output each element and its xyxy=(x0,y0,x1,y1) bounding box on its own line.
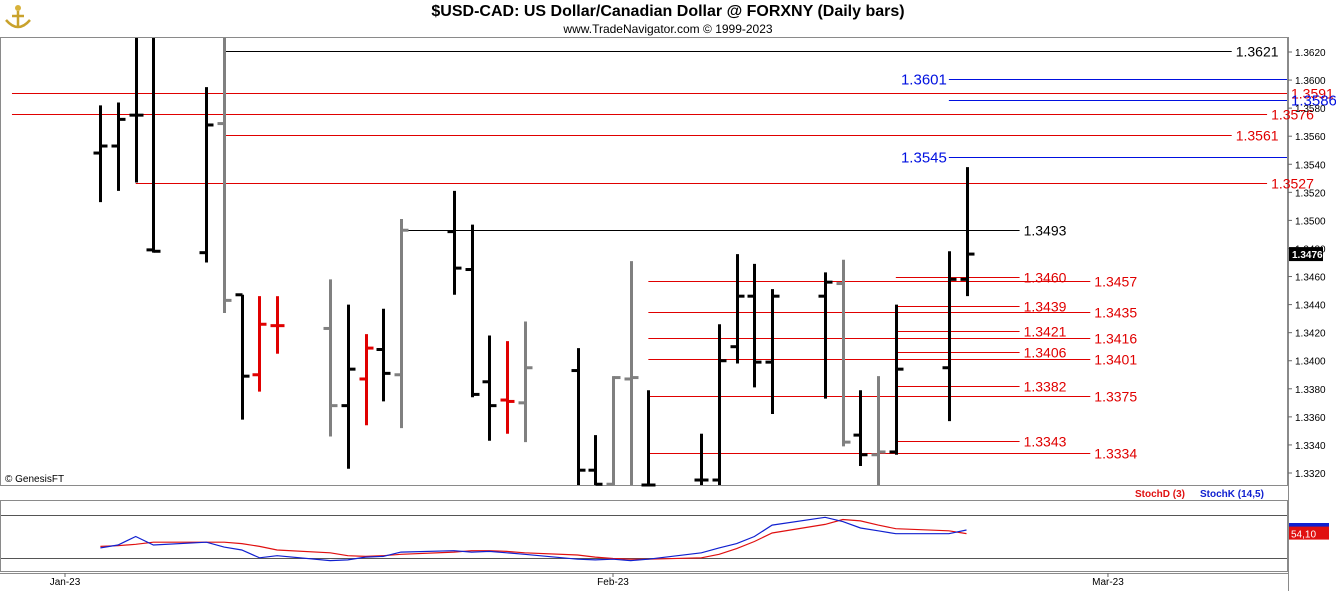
level-label: 1.3545 xyxy=(901,150,947,167)
price-panel-frame xyxy=(0,37,1288,486)
level-label: 1.3416 xyxy=(1094,331,1137,347)
y-tick-label: 1.3460 xyxy=(1295,273,1326,284)
legend-stochk: StochK (14,5) xyxy=(1200,489,1264,500)
y-tick-label: 1.3560 xyxy=(1295,132,1326,143)
y-tick-label: 1.3500 xyxy=(1295,216,1326,227)
level-label: 1.3439 xyxy=(1024,299,1067,315)
stochastic-panel: 59,1654,10 xyxy=(1,515,1329,562)
level-label: 1.3601 xyxy=(901,72,947,89)
y-tick-label: 1.3520 xyxy=(1295,188,1326,199)
level-label: 1.3421 xyxy=(1024,324,1067,340)
level-label: 1.3493 xyxy=(1024,223,1067,239)
y-tick-label: 1.3420 xyxy=(1295,329,1326,340)
indicator-panel-frame xyxy=(0,500,1288,572)
level-label: 1.3375 xyxy=(1094,389,1137,405)
level-label: 1.3460 xyxy=(1024,270,1067,286)
x-tick-label: Feb-23 xyxy=(597,577,629,588)
last-price-marker xyxy=(1289,247,1323,262)
date-axis: Jan-23 Feb-23 Mar-23 xyxy=(50,573,1124,588)
x-tick-label: Mar-23 xyxy=(1092,577,1124,588)
level-label: 1.3334 xyxy=(1094,446,1137,462)
legend-stochd: StochD (3) xyxy=(1135,489,1185,500)
y-tick-label: 1.3620 xyxy=(1295,48,1326,59)
stoch-value-label: 54,10 xyxy=(1291,530,1316,541)
chart-subtitle: www.TradeNavigator.com © 1999-2023 xyxy=(563,22,773,36)
level-label: 1.3621 xyxy=(1236,44,1279,60)
y-tick-label: 1.3600 xyxy=(1295,76,1326,87)
y-tick-label: 1.3440 xyxy=(1295,301,1326,312)
stoch-line xyxy=(100,516,967,562)
level-label: 1.3382 xyxy=(1024,379,1067,395)
level-label: 1.3343 xyxy=(1024,434,1067,450)
price-bars xyxy=(93,38,975,487)
y-tick-label: 1.3360 xyxy=(1295,413,1326,424)
y-tick-label: 1.3380 xyxy=(1295,385,1326,396)
level-label: 1.3591 xyxy=(1291,86,1334,102)
x-tick-label: Jan-23 xyxy=(50,577,81,588)
level-label: 1.3576 xyxy=(1271,107,1314,123)
stoch-value-marker xyxy=(1289,526,1329,540)
level-label: 1.3401 xyxy=(1094,352,1137,368)
level-label: 1.3457 xyxy=(1094,274,1137,290)
stoch-line xyxy=(100,518,967,560)
last-price-label: 1.3476 xyxy=(1292,250,1323,261)
y-tick-label: 1.3540 xyxy=(1295,160,1326,171)
price-axis: 1.3320 1.3340 1.3360 1.3380 1.3400 1.3420 1.34… xyxy=(1288,48,1326,480)
data-credit: © GenesisFT xyxy=(5,474,65,485)
y-tick-label: 1.3320 xyxy=(1295,469,1326,480)
level-label: 1.3435 xyxy=(1094,305,1137,321)
y-tick-label: 1.3580 xyxy=(1295,104,1326,115)
level-label: 1.3561 xyxy=(1236,128,1279,144)
chart-title: $USD-CAD: US Dollar/Canadian Dollar @ FO… xyxy=(431,3,905,20)
level-label: 1.3586 xyxy=(1291,93,1336,110)
y-tick-label: 1.3400 xyxy=(1295,357,1326,368)
level-label: 1.3527 xyxy=(1271,176,1314,192)
level-label: 1.3406 xyxy=(1024,345,1067,361)
y-tick-label: 1.3340 xyxy=(1295,441,1326,452)
trade-navigator-logo-icon xyxy=(5,5,31,29)
